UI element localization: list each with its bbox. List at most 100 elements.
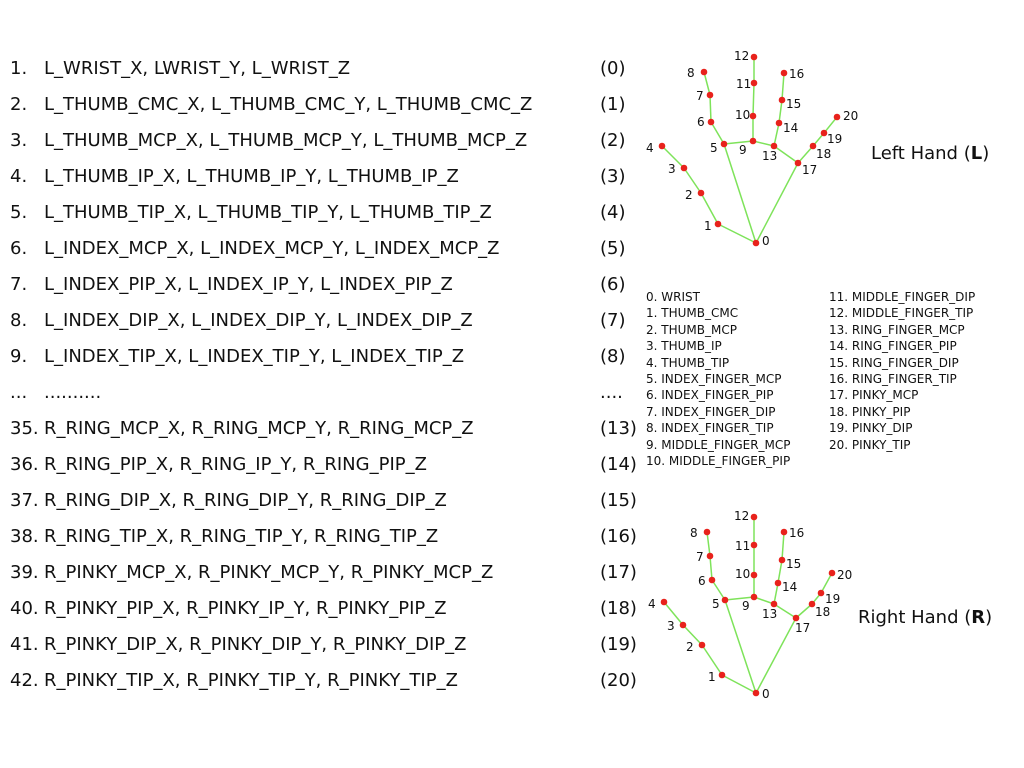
- landmark-row-index: (17): [600, 562, 637, 583]
- hand-bone: [753, 596, 775, 605]
- joint-label: 14: [783, 121, 798, 135]
- landmark-row-index: (3): [600, 166, 626, 187]
- landmark-row-text: R_RING_DIP_X, R_RING_DIP_Y, R_RING_DIP_Z: [44, 490, 447, 511]
- joint-label: 15: [786, 557, 801, 571]
- landmark-row-number: ...: [10, 382, 28, 403]
- landmark-row-index: (4): [600, 202, 626, 223]
- landmark-row-text: L_THUMB_TIP_X, L_THUMB_TIP_Y, L_THUMB_TI…: [44, 202, 492, 223]
- legend-item: 11. MIDDLE_FINGER_DIP: [829, 290, 976, 304]
- hand-bone: [778, 99, 783, 124]
- landmark-row-text: R_PINKY_DIP_X, R_PINKY_DIP_Y, R_PINKY_DI…: [44, 634, 467, 655]
- hand-bone: [710, 121, 725, 145]
- hand-joint: [660, 598, 668, 606]
- joint-label: 10: [735, 108, 750, 122]
- landmark-row: 40. R_PINKY_PIP_X, R_PINKY_IP_Y, R_PINKY_…: [0, 597, 650, 633]
- hand-bone: [709, 94, 712, 123]
- hand-bone: [752, 140, 775, 147]
- landmark-row-index: (5): [600, 238, 626, 259]
- hand-bone: [724, 596, 755, 601]
- hand-bone: [700, 192, 719, 225]
- landmark-row-text: L_INDEX_TIP_X, L_INDEX_TIP_Y, L_INDEX_TI…: [44, 346, 465, 367]
- landmark-row: 2. L_THUMB_CMC_X, L_THUMB_CMC_Y, L_THUMB_…: [0, 93, 650, 129]
- landmark-row: 3. L_THUMB_MCP_X, L_THUMB_MCP_Y, L_THUMB_…: [0, 129, 650, 165]
- hand-joint: [698, 641, 706, 649]
- hand-bone: [773, 582, 779, 605]
- hand-joint: [706, 91, 714, 99]
- landmark-row-number: 7.: [10, 274, 28, 295]
- hand-joint: [703, 528, 711, 536]
- landmark-row: 8. L_INDEX_DIP_X, L_INDEX_DIP_Y, L_INDEX_…: [0, 309, 650, 345]
- landmark-row-text: L_INDEX_MCP_X, L_INDEX_MCP_Y, L_INDEX_MC…: [44, 238, 500, 259]
- joint-label: 5: [712, 597, 720, 611]
- hand-bone: [823, 116, 838, 134]
- landmark-row-number: 5.: [10, 202, 28, 223]
- legend-item: 3. THUMB_IP: [646, 339, 722, 354]
- landmark-row: .................: [0, 381, 650, 417]
- legend-item: 16. RING_FINGER_TIP: [829, 372, 957, 387]
- landmark-row-text: ..........: [44, 382, 102, 403]
- landmark-row-text: L_INDEX_DIP_X, L_INDEX_DIP_Y, L_INDEX_DI…: [44, 310, 473, 331]
- hand-joint: [697, 189, 705, 197]
- joint-label: 4: [648, 597, 656, 611]
- joint-label: 15: [786, 97, 801, 111]
- landmark-row-text: R_PINKY_TIP_X, R_PINKY_TIP_Y, R_PINKY_TI…: [44, 670, 458, 691]
- hand-bone: [709, 555, 713, 581]
- joint-label: 8: [690, 526, 698, 540]
- legend-item: 18. PINKY_PIP: [829, 404, 911, 419]
- right-hand-title: Right Hand (R): [858, 607, 993, 628]
- hand-bone: [773, 603, 797, 619]
- joint-label: 4: [646, 141, 654, 155]
- hand-joint: [752, 239, 760, 247]
- hand-joint: [780, 69, 788, 77]
- landmark-row-text: L_THUMB_IP_X, L_THUMB_IP_Y, L_THUMB_IP_Z: [44, 166, 459, 187]
- legend-item: 0. WRIST: [646, 290, 700, 304]
- hand-bone: [755, 617, 797, 694]
- hand-joint: [714, 220, 722, 228]
- joint-label: 9: [742, 599, 750, 613]
- joint-label: 12: [734, 49, 749, 63]
- legend-item: 9. MIDDLE_FINGER_MCP: [646, 437, 791, 452]
- hand-joint: [750, 79, 758, 87]
- joint-label: 6: [698, 574, 706, 588]
- landmark-row-index: (15): [600, 490, 637, 511]
- landmark-row-index: (13): [600, 418, 637, 439]
- legend-item: 12. MIDDLE_FINGER_TIP: [829, 306, 974, 321]
- landmark-row-number: 4.: [10, 166, 28, 187]
- legend-item: 8. INDEX_FINGER_TIP: [646, 421, 774, 436]
- landmark-row-index: (20): [600, 670, 637, 691]
- joint-label: 16: [789, 67, 804, 81]
- hand-joint: [809, 142, 817, 150]
- hand-joint: [833, 113, 841, 121]
- hand-bone: [682, 624, 703, 646]
- hand-bone: [795, 603, 813, 619]
- landmark-row-number: 42.: [10, 670, 39, 691]
- hand-bone: [723, 143, 757, 244]
- landmark-row-index: ....: [600, 382, 623, 403]
- hand-bone: [717, 223, 757, 244]
- joint-label: 11: [735, 539, 750, 553]
- joint-label: 5: [710, 141, 718, 155]
- hand-bone: [797, 145, 814, 164]
- landmark-row-text: R_PINKY_MCP_X, R_PINKY_MCP_Y, R_PINKY_MC…: [44, 562, 494, 583]
- joint-label: 0: [762, 234, 770, 248]
- hand-joint: [718, 671, 726, 679]
- joint-label: 13: [762, 607, 777, 621]
- landmark-row: 6. L_INDEX_MCP_X, L_INDEX_MCP_Y, L_INDEX_…: [0, 237, 650, 273]
- landmark-row: 38. R_RING_TIP_X, R_RING_TIP_Y, R_RING_TI…: [0, 525, 650, 561]
- hand-joint: [828, 569, 836, 577]
- legend-item: 4. THUMB_TIP: [646, 355, 730, 370]
- joint-label: 12: [734, 509, 749, 523]
- hand-joint: [679, 621, 687, 629]
- hand-joint: [752, 689, 760, 697]
- joint-label: 0: [762, 687, 770, 701]
- legend-item: 15. RING_FINGER_DIP: [829, 355, 959, 370]
- landmark-row-index: (14): [600, 454, 637, 475]
- hand-joint: [794, 159, 802, 167]
- legend-item: 2. THUMB_MCP: [646, 322, 737, 337]
- hand-bone: [777, 559, 783, 584]
- landmark-row-text: R_RING_MCP_X, R_RING_MCP_Y, R_RING_MCP_Z: [44, 418, 474, 439]
- hand-joint: [708, 576, 716, 584]
- legend-item: 7. INDEX_FINGER_DIP: [646, 404, 776, 419]
- joint-label: 11: [736, 77, 751, 91]
